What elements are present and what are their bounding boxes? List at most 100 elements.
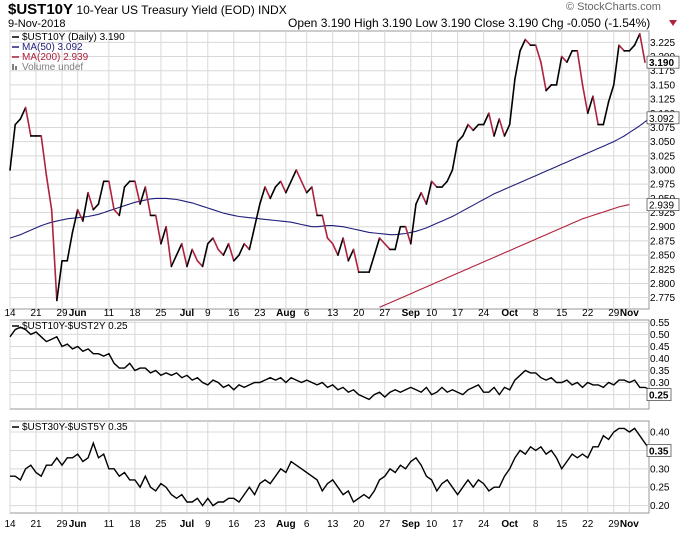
xtick-1-7: Jul xyxy=(180,519,195,530)
price-segment xyxy=(534,44,542,64)
legend-main-2: MA(200) 2.939 xyxy=(22,52,89,63)
instrument-name: 10-Year US Treasury Yield (EOD) xyxy=(76,3,255,17)
xtick-1-11: Aug xyxy=(276,519,295,530)
ytick-main-4: 2.875 xyxy=(650,236,675,247)
price-segment xyxy=(92,203,100,211)
xtick-0-18: 17 xyxy=(452,308,464,319)
price-segment xyxy=(222,242,230,256)
price-segment xyxy=(269,186,277,200)
price-segment xyxy=(467,123,475,132)
chart-date: 9-Nov-2018 xyxy=(8,18,66,30)
price-segment xyxy=(456,135,464,143)
xtick-1-2: 29 xyxy=(56,519,68,530)
price-segment xyxy=(368,254,376,273)
xtick-1-22: 15 xyxy=(556,519,568,530)
legend-volume-icon xyxy=(12,64,14,70)
price-segment xyxy=(253,203,261,228)
xtick-0-20: Oct xyxy=(501,308,518,319)
xtick-0-22: 15 xyxy=(556,308,568,319)
xtick-1-1: 21 xyxy=(30,519,42,530)
panel-frame-spread2 xyxy=(9,420,650,514)
ytick-main-11: 3.050 xyxy=(650,137,675,148)
xtick-1-8: 9 xyxy=(205,519,211,530)
price-segment xyxy=(342,237,350,262)
spread-line-spread1 xyxy=(9,326,656,401)
ytick-main-9: 3.000 xyxy=(650,166,675,177)
price-segment xyxy=(201,242,209,268)
last-value-box-0 xyxy=(646,55,680,69)
last-value-label-spread2: 0.35 xyxy=(649,446,669,457)
price-segment xyxy=(227,242,235,262)
xtick-1-13: 13 xyxy=(327,519,339,530)
ytick-spread1-1: 0.30 xyxy=(650,378,670,389)
price-segment xyxy=(87,191,95,211)
price-segment xyxy=(238,242,246,256)
xtick-1-10: 23 xyxy=(254,519,266,530)
price-segment xyxy=(420,191,428,205)
price-segment xyxy=(607,84,615,103)
legend-volume-icon xyxy=(15,66,17,70)
price-segment xyxy=(633,33,641,46)
price-segment xyxy=(628,44,636,52)
ytick-main-3: 2.850 xyxy=(650,251,675,262)
legend-main-3: Volume undef xyxy=(22,62,83,73)
price-segment xyxy=(331,242,339,256)
xtick-0-6: 25 xyxy=(155,308,167,319)
xtick-0-23: 22 xyxy=(582,308,594,319)
xtick-1-5: 18 xyxy=(129,519,141,530)
price-segment xyxy=(602,101,610,126)
xtick-0-3: Jun xyxy=(69,308,87,319)
price-segment xyxy=(285,180,292,194)
ytick-main-0: 2.775 xyxy=(650,293,675,304)
ytick-main-2: 2.825 xyxy=(650,265,675,276)
xtick-0-10: 23 xyxy=(254,308,266,319)
price-segment xyxy=(300,180,308,194)
xtick-0-4: 11 xyxy=(104,308,115,319)
xtick-0-13: 13 xyxy=(327,308,339,319)
last-value-box-2 xyxy=(646,198,680,212)
xtick-1-24: 29 xyxy=(608,519,620,530)
last-value-box-spread1 xyxy=(646,388,672,401)
spread-line-spread2 xyxy=(10,427,662,507)
ytick-spread1-6: 0.55 xyxy=(650,318,670,329)
price-segment xyxy=(113,208,121,217)
xtick-0-11: Aug xyxy=(276,308,295,319)
price-segment xyxy=(482,112,490,126)
ytick-spread1-5: 0.50 xyxy=(650,330,670,341)
chart-symbol-title: $UST10Y 10-Year US Treasury Yield (EOD) … xyxy=(8,1,287,18)
xtick-0-25: Nov xyxy=(620,308,639,319)
price-segment xyxy=(638,33,646,64)
ytick-spread1-2: 0.35 xyxy=(650,366,670,377)
xtick-1-23: 22 xyxy=(582,519,594,530)
panel-frame-spread1 xyxy=(9,319,650,410)
price-segment xyxy=(14,118,22,126)
xtick-1-15: 27 xyxy=(379,519,391,530)
xtick-0-24: 29 xyxy=(608,308,620,319)
price-segment xyxy=(581,84,589,115)
price-segment xyxy=(243,242,251,251)
price-segment xyxy=(472,123,480,132)
ytick-spread1-4: 0.45 xyxy=(650,342,670,353)
last-value-label-0: 3.190 xyxy=(649,58,674,69)
stockcharts-logo: © StockCharts.com xyxy=(566,1,661,13)
ytick-main-14: 3.125 xyxy=(650,95,675,106)
price-segment xyxy=(76,208,84,222)
xtick-0-21: 8 xyxy=(533,308,539,319)
price-segment xyxy=(326,237,334,245)
xtick-0-17: 10 xyxy=(426,308,438,319)
xtick-0-2: 29 xyxy=(56,308,68,319)
price-segment xyxy=(488,112,495,137)
price-segment xyxy=(180,242,188,268)
price-segment xyxy=(383,242,391,251)
price-segment xyxy=(56,259,63,302)
xtick-1-4: 11 xyxy=(104,519,115,530)
ytick-main-15: 3.150 xyxy=(650,80,675,91)
xtick-0-15: 27 xyxy=(379,308,391,319)
last-value-box-1 xyxy=(646,111,680,125)
price-segment xyxy=(248,225,256,251)
price-segment xyxy=(612,44,620,86)
price-segment xyxy=(108,180,115,211)
xtick-1-9: 16 xyxy=(228,519,240,530)
price-segment xyxy=(290,169,298,183)
